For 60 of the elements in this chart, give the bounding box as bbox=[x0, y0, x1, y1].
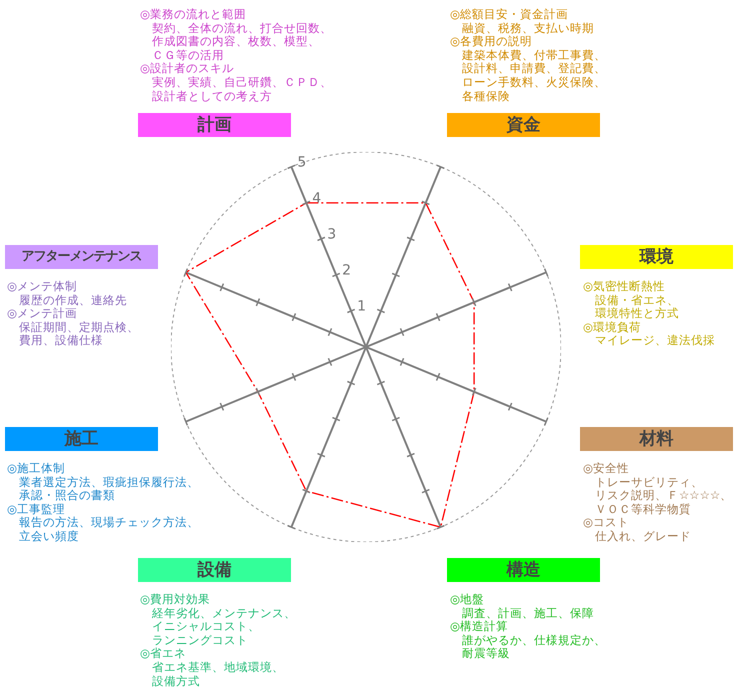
text: 契約、全体の流れ、打合せ回数、 bbox=[152, 20, 332, 35]
text: 実例、実績、自己研鑽、ＣＰＤ、 bbox=[152, 75, 332, 90]
text: ランニングコスト bbox=[152, 632, 248, 648]
spoke-label: 材料 bbox=[580, 427, 733, 451]
text: ◎省エネ bbox=[140, 646, 186, 661]
text: ◎環境負荷 bbox=[583, 320, 642, 334]
spoke-label: アフターメンテナンス bbox=[5, 245, 158, 269]
spoke-label: 構造 bbox=[447, 558, 600, 582]
spoke-label: 計画 bbox=[138, 113, 291, 137]
text: ◎メンテ体制 bbox=[7, 279, 78, 294]
text: リスク説明、Ｆ☆☆☆☆、 bbox=[595, 488, 732, 503]
text: 保証期間、定期点検、 bbox=[19, 320, 139, 334]
text: 業者選定方法、瑕疵担保履行法、 bbox=[19, 474, 199, 490]
text: ◎気密性断熱性 bbox=[583, 279, 666, 294]
text: 費用、設備仕様 bbox=[19, 333, 103, 348]
spoke-label: 環境 bbox=[580, 245, 733, 269]
text: ＶＯＣ等科学物質 bbox=[595, 502, 691, 516]
text: 設備方式 bbox=[152, 674, 200, 688]
text: 仕入れ、グレード bbox=[595, 529, 691, 544]
text: 設計料、申請費、登記費、 bbox=[462, 61, 606, 76]
spoke-label: 設備 bbox=[138, 558, 291, 582]
spoke-label: 資金 bbox=[447, 113, 600, 137]
text: 耐震等級 bbox=[462, 646, 510, 661]
text: ＣＧ等の活用 bbox=[152, 48, 224, 62]
y-tick-label: 3 bbox=[327, 226, 336, 243]
text: 履歴の作成、連絡先 bbox=[19, 292, 127, 307]
text: ◎費用対効果 bbox=[140, 592, 210, 607]
text: ◎メンテ計画 bbox=[7, 306, 78, 321]
y-tick-label: 1 bbox=[357, 298, 366, 315]
text: トレーサビリティ、 bbox=[595, 474, 703, 490]
text: 報告の方法、現場チェック方法、 bbox=[19, 515, 199, 530]
text: 承認・照合の書類 bbox=[19, 488, 115, 503]
text: ◎設計者のスキル bbox=[140, 61, 234, 76]
text: ◎安全性 bbox=[583, 461, 630, 476]
text: 各種保険 bbox=[462, 88, 510, 104]
text: 省エネ基準、地域環境、 bbox=[152, 660, 284, 675]
text: 誰がやるか、仕様規定か、 bbox=[462, 632, 606, 648]
text: 作成図書の内容、枚数、模型、 bbox=[152, 34, 320, 49]
text: 経年劣化、メンテナンス、 bbox=[152, 606, 296, 620]
spoke-label: 施工 bbox=[5, 427, 158, 451]
text: 融資、税務、支払い時期 bbox=[462, 20, 594, 36]
text: マイレージ、違法伐採 bbox=[595, 333, 715, 348]
text: ◎施工体制 bbox=[7, 461, 66, 476]
text: 設計者としての考え方 bbox=[152, 88, 272, 104]
text: イニシャルコスト、 bbox=[152, 619, 260, 634]
text: 調査、計画、施工、保障 bbox=[462, 606, 594, 620]
text: ◎業務の流れと範囲 bbox=[140, 7, 246, 22]
text: 環境特性と方式 bbox=[595, 306, 679, 321]
text: ◎各費用の説明 bbox=[450, 34, 532, 49]
text: ローン手数料、火災保険、 bbox=[462, 75, 606, 90]
y-tick-label: 5 bbox=[297, 154, 306, 170]
text: 設備・省エネ、 bbox=[595, 292, 679, 307]
text: ◎総額目安・資金計画 bbox=[450, 7, 568, 22]
text: 立会い頻度 bbox=[19, 529, 79, 544]
text: ◎コスト bbox=[583, 515, 630, 530]
y-tick-label: 2 bbox=[342, 262, 352, 279]
text: ◎工事監理 bbox=[7, 502, 66, 516]
text: 建築本体費、付帯工事費、 bbox=[462, 48, 606, 62]
text: ◎地盤 bbox=[450, 592, 484, 607]
text: ◎構造計算 bbox=[450, 619, 508, 634]
